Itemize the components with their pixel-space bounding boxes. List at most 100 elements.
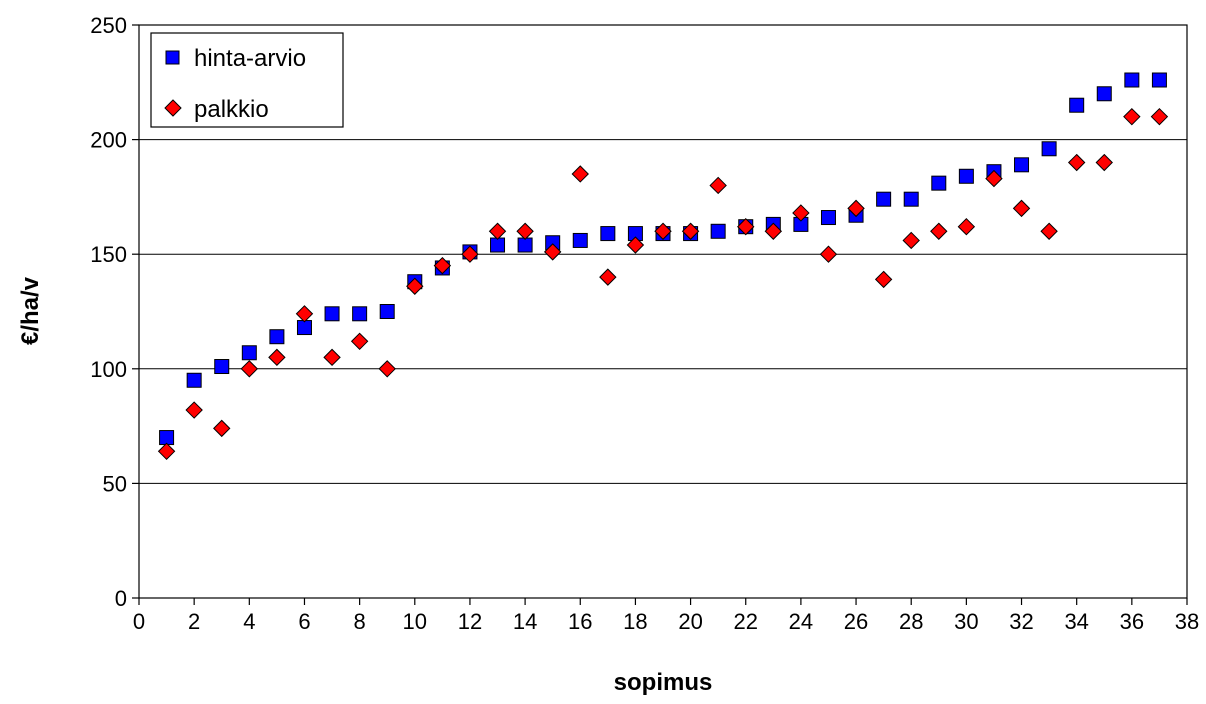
point-palkkio (433, 256, 452, 275)
point-hinta-arvio (820, 210, 836, 226)
x-tick-label: 0 (133, 609, 145, 634)
y-tick-label: 250 (90, 13, 127, 38)
x-tick-label: 34 (1064, 609, 1088, 634)
point-palkkio (1067, 153, 1086, 172)
legend-label-palkkio: palkkio (194, 96, 269, 123)
x-tick-label: 28 (899, 609, 923, 634)
point-hinta-arvio (269, 329, 285, 345)
point-hinta-arvio (1151, 72, 1167, 88)
point-hinta-arvio (324, 306, 340, 322)
point-hinta-arvio (490, 237, 506, 253)
y-tick-label: 150 (90, 242, 127, 267)
x-tick-label: 16 (568, 609, 592, 634)
y-tick-label: 200 (90, 128, 127, 153)
x-tick-label: 26 (844, 609, 868, 634)
point-hinta-arvio (517, 237, 533, 253)
x-tick-label: 4 (243, 609, 255, 634)
point-palkkio (571, 165, 589, 183)
point-hinta-arvio (1124, 72, 1140, 88)
point-palkkio (599, 268, 617, 286)
point-palkkio (874, 270, 893, 289)
point-palkkio (1040, 222, 1058, 240)
point-palkkio (1012, 199, 1031, 218)
point-palkkio (350, 332, 369, 351)
x-tick-label: 24 (789, 609, 813, 634)
point-palkkio (323, 348, 341, 367)
point-palkkio (185, 401, 203, 419)
legend-label-hinta-arvio: hinta-arvio (194, 45, 306, 72)
point-palkkio (157, 442, 176, 461)
point-hinta-arvio (241, 345, 257, 361)
point-hinta-arvio (572, 232, 588, 248)
point-hinta-arvio (296, 320, 312, 336)
legend-marker-palkkio (164, 99, 182, 117)
point-palkkio (378, 360, 396, 378)
point-palkkio (213, 419, 231, 438)
x-tick-label: 2 (188, 609, 200, 634)
point-palkkio (792, 204, 810, 222)
legend: hinta-arvio palkkio (150, 32, 344, 128)
point-palkkio (819, 245, 838, 263)
point-palkkio (847, 199, 865, 218)
point-palkkio (295, 305, 314, 323)
x-tick-label: 38 (1175, 609, 1199, 634)
point-hinta-arvio (1014, 157, 1030, 173)
data-marks (157, 72, 1169, 461)
point-palkkio (406, 277, 424, 295)
point-palkkio (930, 222, 948, 240)
point-palkkio (654, 222, 672, 240)
point-palkkio (1150, 107, 1169, 126)
point-hinta-arvio (1096, 86, 1112, 102)
y-tick-label: 100 (90, 357, 127, 382)
x-tick-label: 14 (513, 609, 537, 634)
x-tick-label: 30 (954, 609, 978, 634)
point-palkkio (681, 222, 700, 240)
point-palkkio (488, 222, 507, 240)
y-axis-title: €/ha/v (17, 276, 44, 345)
x-tick-label: 32 (1009, 609, 1033, 634)
point-hinta-arvio (958, 168, 974, 184)
point-hinta-arvio (186, 372, 202, 388)
x-tick-label: 22 (733, 609, 757, 634)
point-palkkio (240, 360, 259, 378)
point-palkkio (1123, 107, 1141, 126)
series-hinta-arvio (159, 72, 1167, 446)
x-tick-label: 20 (678, 609, 702, 634)
point-hinta-arvio (600, 226, 616, 242)
point-hinta-arvio (1041, 141, 1057, 157)
point-palkkio (902, 231, 920, 250)
x-tick-label: 12 (458, 609, 482, 634)
point-palkkio (764, 222, 783, 240)
y-tick-label: 50 (103, 471, 127, 496)
point-hinta-arvio (876, 191, 892, 207)
x-tick-label: 8 (354, 609, 366, 634)
x-tick-label: 10 (403, 609, 427, 634)
x-tick-label: 6 (298, 609, 310, 634)
point-hinta-arvio (710, 223, 726, 239)
point-palkkio (268, 348, 286, 367)
gridlines (139, 139, 1187, 484)
point-hinta-arvio (903, 191, 919, 207)
point-palkkio (543, 243, 562, 261)
point-palkkio (461, 245, 479, 263)
point-palkkio (626, 236, 645, 254)
x-tick-label: 36 (1120, 609, 1144, 634)
point-palkkio (985, 169, 1003, 188)
point-hinta-arvio (352, 306, 368, 322)
plot-area (138, 24, 1188, 599)
point-palkkio (1095, 153, 1113, 172)
legend-box (150, 32, 344, 128)
x-tick-label: 18 (623, 609, 647, 634)
y-tick-label: 0 (115, 586, 127, 611)
point-hinta-arvio (379, 304, 395, 319)
legend-marker-hinta-arvio (165, 50, 180, 65)
point-palkkio (737, 217, 755, 236)
point-hinta-arvio (214, 359, 230, 375)
point-hinta-arvio (1069, 97, 1085, 113)
point-hinta-arvio (931, 175, 947, 191)
point-palkkio (957, 217, 976, 236)
point-palkkio (516, 222, 534, 240)
series-palkkio (157, 107, 1169, 461)
